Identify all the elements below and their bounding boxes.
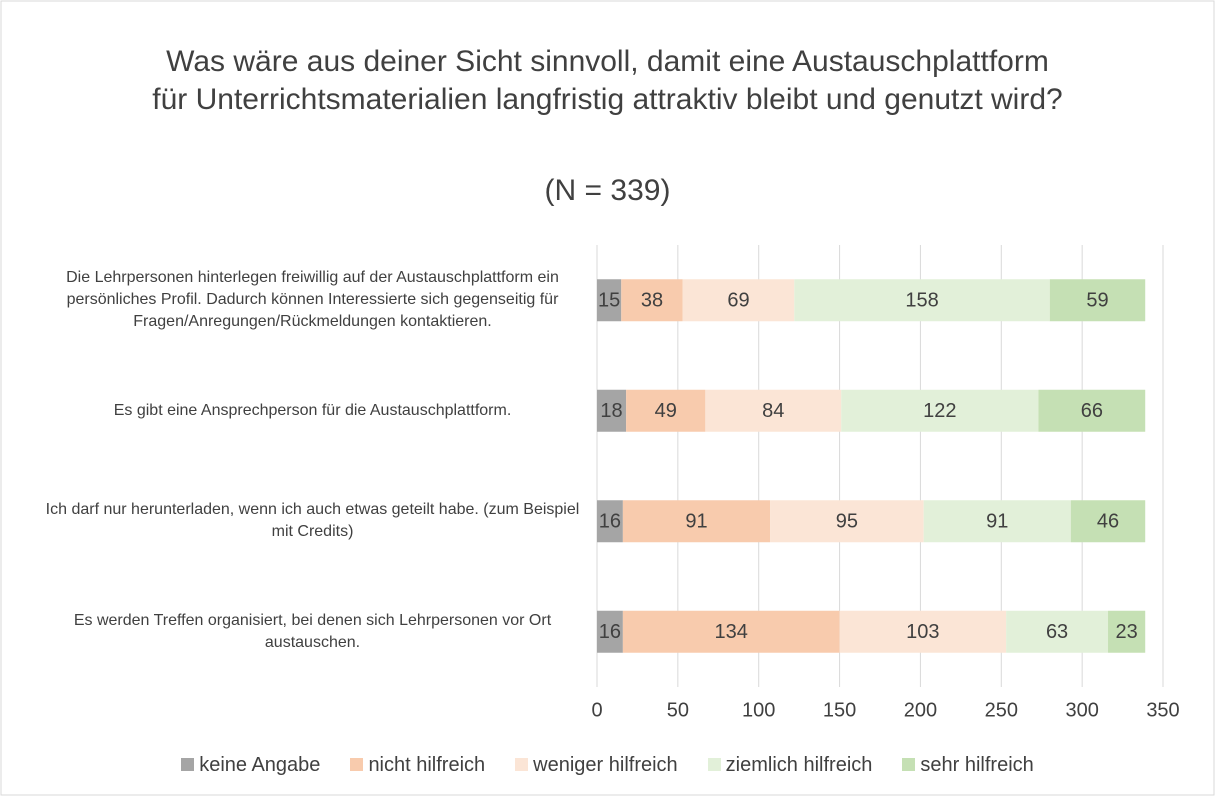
x-tick-label: 50 bbox=[667, 699, 689, 721]
x-tick-label: 250 bbox=[985, 699, 1018, 721]
legend-item: sehr hilfreich bbox=[902, 754, 1034, 777]
chart-subtitle: (N = 339) bbox=[544, 174, 671, 207]
legend-swatch bbox=[902, 758, 916, 771]
legend-label: keine Angabe bbox=[199, 754, 321, 776]
data-label: 103 bbox=[906, 621, 939, 643]
data-label: 16 bbox=[599, 621, 621, 643]
x-tick-label: 0 bbox=[591, 699, 602, 721]
legend-swatch bbox=[515, 758, 529, 771]
data-label: 122 bbox=[923, 400, 956, 422]
legend-label: nicht hilfreich bbox=[368, 754, 486, 776]
bar-segment bbox=[794, 279, 1050, 322]
data-label: 66 bbox=[1081, 400, 1103, 422]
bar-segment bbox=[1049, 279, 1146, 322]
legend-item: keine Angabe bbox=[181, 754, 320, 777]
data-label: 46 bbox=[1097, 511, 1119, 533]
bar-segment bbox=[622, 500, 771, 543]
legend: keine Angabe nicht hilfreich weniger hilfr… bbox=[0, 754, 1215, 777]
data-label: 158 bbox=[905, 290, 938, 312]
legend-swatch bbox=[707, 758, 721, 771]
data-label: 16 bbox=[599, 511, 621, 533]
bar-segment bbox=[839, 610, 1007, 653]
data-label: 134 bbox=[715, 621, 748, 643]
data-label: 49 bbox=[655, 400, 677, 422]
data-label: 91 bbox=[685, 511, 707, 533]
category-label: Die Lehrpersonen hinterlegen freiwillig … bbox=[66, 269, 559, 331]
legend-label: sehr hilfreich bbox=[920, 754, 1034, 776]
category-label: Ich darf nur herunterladen, wenn ich auc… bbox=[45, 501, 580, 541]
bar-segment bbox=[597, 389, 627, 432]
legend-item: weniger hilfreich bbox=[515, 754, 678, 777]
data-label: 63 bbox=[1046, 621, 1068, 643]
x-tick-label: 350 bbox=[1146, 699, 1179, 721]
x-tick-label: 200 bbox=[904, 699, 937, 721]
data-label: 18 bbox=[600, 400, 622, 422]
x-tick-label: 300 bbox=[1065, 699, 1098, 721]
x-tick-label: 150 bbox=[823, 699, 856, 721]
chart-title: Was wäre aus deiner Sicht sinnvoll, dami… bbox=[152, 45, 1063, 116]
category-label: Es gibt eine Ansprechperson für die Aust… bbox=[113, 401, 512, 419]
bar-segment bbox=[1070, 500, 1146, 543]
data-label: 91 bbox=[986, 511, 1008, 533]
bar-segment bbox=[622, 610, 840, 653]
bar-segment bbox=[621, 279, 683, 322]
bar-segment bbox=[1006, 610, 1109, 653]
bar-segment bbox=[923, 500, 1071, 543]
legend-item: nicht hilfreich bbox=[350, 754, 485, 777]
bar-segment bbox=[682, 279, 795, 322]
data-label: 23 bbox=[1115, 621, 1137, 643]
bar-segment bbox=[841, 389, 1039, 432]
legend-item: ziemlich hilfreich bbox=[707, 754, 873, 777]
bar-segment bbox=[770, 500, 924, 543]
data-label: 15 bbox=[598, 290, 620, 312]
bar-segment bbox=[1038, 389, 1146, 432]
data-label: 69 bbox=[727, 290, 749, 312]
data-label: 84 bbox=[762, 400, 784, 422]
category-label: Es werden Treffen organisiert, bei denen… bbox=[73, 611, 552, 651]
bar-segment bbox=[597, 610, 623, 653]
legend-swatch bbox=[181, 758, 195, 771]
data-label: 38 bbox=[641, 290, 663, 312]
bar-segment bbox=[1108, 610, 1146, 653]
data-label: 95 bbox=[836, 511, 858, 533]
data-label: 59 bbox=[1086, 290, 1108, 312]
legend-label: weniger hilfreich bbox=[533, 754, 678, 776]
legend-label: ziemlich hilfreich bbox=[725, 754, 873, 776]
bar-segment bbox=[626, 389, 706, 432]
legend-swatch bbox=[350, 758, 364, 771]
bar-segment bbox=[705, 389, 842, 432]
bar-segment bbox=[597, 500, 623, 543]
bar-segment bbox=[597, 279, 622, 322]
x-tick-label: 100 bbox=[742, 699, 775, 721]
